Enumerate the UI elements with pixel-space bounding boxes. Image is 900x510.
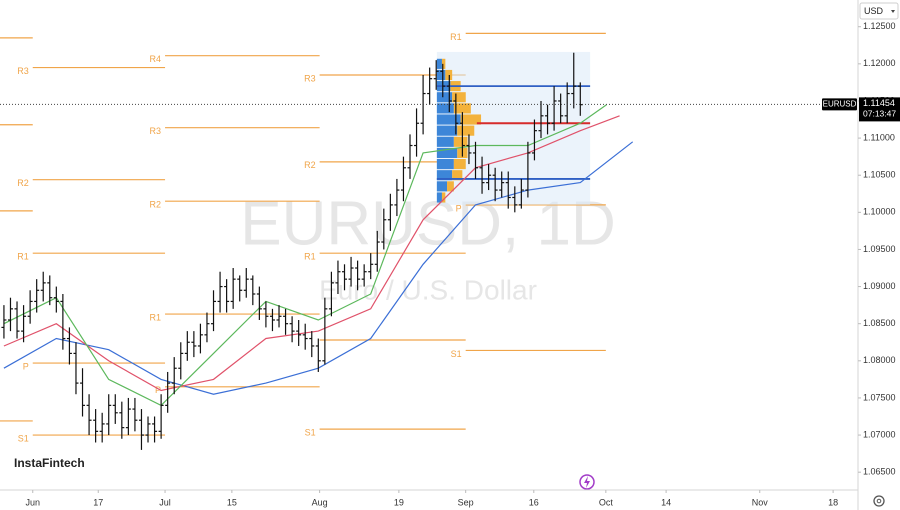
profile-up xyxy=(436,181,448,192)
profile-down xyxy=(453,159,466,170)
y-tick-label: 1.09000 xyxy=(863,281,896,291)
pivot-label: S1 xyxy=(305,427,316,437)
dropdown-caret xyxy=(891,10,895,13)
event-circle[interactable] xyxy=(579,474,595,490)
profile-down xyxy=(452,92,466,103)
pivot-label: R3 xyxy=(304,73,316,83)
x-tick-label: 16 xyxy=(529,497,539,507)
profile-up xyxy=(436,69,446,81)
profile-down xyxy=(457,125,475,136)
pivot-label: P xyxy=(456,203,462,213)
currency: USD xyxy=(864,6,884,16)
profile-down xyxy=(453,136,468,147)
currency-box[interactable] xyxy=(859,2,899,20)
y-tick-label: 1.12500 xyxy=(863,21,896,31)
x-tick-label: 18 xyxy=(828,497,838,507)
profile-up xyxy=(436,125,458,136)
profile-up xyxy=(436,192,442,203)
x-tick-label: 19 xyxy=(394,497,404,507)
event-icon[interactable] xyxy=(579,474,595,490)
y-tick-label: 1.07000 xyxy=(863,429,896,439)
settings-button[interactable] xyxy=(873,495,885,507)
profile-up xyxy=(436,170,453,181)
x-tick-label: Aug xyxy=(312,497,328,507)
y-tick-label: 1.07500 xyxy=(863,392,896,402)
y-tick-label: 1.10500 xyxy=(863,170,896,180)
y-tick-label: 1.06500 xyxy=(863,467,896,477)
pivot-label: R1 xyxy=(17,252,29,262)
watermark-subtitle: Euro / U.S. Dollar xyxy=(319,274,537,305)
x-tick-label: Sep xyxy=(458,497,474,507)
settings-gear[interactable] xyxy=(873,495,885,507)
last-price-box xyxy=(859,97,900,122)
profile-up xyxy=(436,103,454,114)
y-tick-label: 1.08500 xyxy=(863,318,896,328)
profile-down xyxy=(441,58,446,69)
profile-up xyxy=(436,147,458,159)
brand-box xyxy=(0,450,108,478)
x-tick-label: Jul xyxy=(159,497,171,507)
profile-down xyxy=(447,181,454,192)
profile-up xyxy=(436,114,461,125)
settings-hub xyxy=(876,498,882,504)
profile-down xyxy=(453,103,471,114)
y-tick-label: 1.08000 xyxy=(863,355,896,365)
symbol-tag-box xyxy=(822,98,857,111)
pivot-label: R1 xyxy=(450,32,462,42)
x-tick-label: 17 xyxy=(93,497,103,507)
y-tick-label: 1.09500 xyxy=(863,244,896,254)
x-tick-label: 14 xyxy=(661,497,671,507)
y-tick-label: 1.11000 xyxy=(863,132,895,142)
pivot-label: S1 xyxy=(451,349,462,359)
profile-up xyxy=(436,136,454,147)
x-tick-label: Nov xyxy=(752,497,769,507)
profile-down xyxy=(452,170,463,181)
profile-down xyxy=(460,114,482,125)
plot-layer: R3 R2 R1 P S1 R4 R3 R2 R1 P R3 R2 R1 S1 R1 P S1 xyxy=(0,32,858,450)
symbol-tag: EURUSD xyxy=(823,99,857,108)
pivot-label: P xyxy=(155,385,161,395)
profile-up xyxy=(436,159,454,170)
x-tick-label: Jun xyxy=(25,497,40,507)
x-tick-label: 15 xyxy=(227,497,237,507)
y-tick-label: 1.10000 xyxy=(863,207,896,217)
profile-down xyxy=(441,192,446,203)
pivot-label: R1 xyxy=(150,312,162,322)
pivot-label: R1 xyxy=(304,252,316,262)
y-tick-label: 1.12000 xyxy=(863,58,896,68)
pivot-label: R2 xyxy=(150,200,162,210)
profile-up xyxy=(436,92,453,103)
brand: InstaFintech xyxy=(14,456,85,470)
pivot-label: R2 xyxy=(17,178,29,188)
currency-dropdown[interactable]: USD xyxy=(859,2,899,20)
pivot-label: R3 xyxy=(150,126,162,136)
profile-up xyxy=(436,58,442,69)
pivot-label: P xyxy=(23,361,29,371)
pivot-label: R4 xyxy=(150,54,162,64)
pivot-label: R2 xyxy=(304,160,316,170)
pivot-label: R3 xyxy=(17,66,29,76)
event-bolt xyxy=(584,476,590,488)
last-price-label: 1.11454 xyxy=(863,98,895,108)
countdown: 07:13:47 xyxy=(863,109,896,119)
x-tick-label: Oct xyxy=(599,497,614,507)
pivot-label: S1 xyxy=(18,433,29,443)
